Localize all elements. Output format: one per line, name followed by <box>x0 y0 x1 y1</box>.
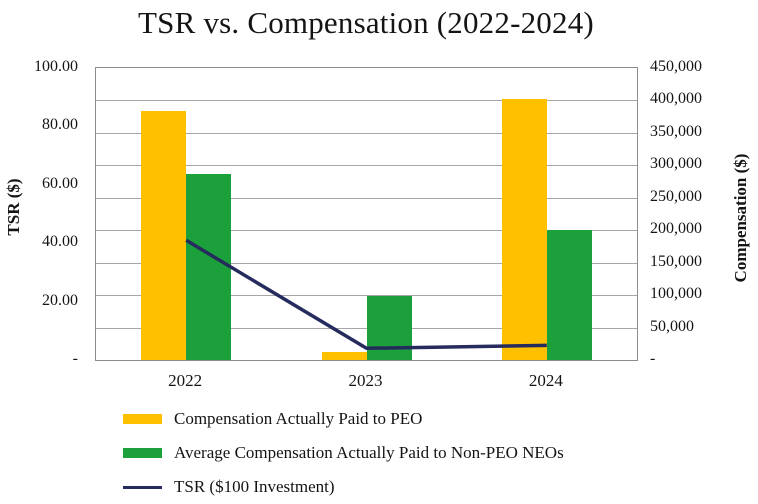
bar-2022-peo <box>141 110 187 360</box>
legend-item: TSR ($100 Investment) <box>123 470 564 504</box>
right-axis-tick-label: 100,000 <box>650 285 702 303</box>
right-axis-tick-label: 250,000 <box>650 187 702 205</box>
gridline <box>96 165 637 167</box>
gridline <box>96 230 637 232</box>
legend-item: Average Compensation Actually Paid to No… <box>123 436 564 470</box>
gridline <box>96 197 637 199</box>
bar-2024-peo <box>501 99 547 360</box>
right-axis-tick-label: 50,000 <box>650 317 694 335</box>
gridline <box>96 100 637 102</box>
tsr-line-layer <box>185 238 547 351</box>
x-axis-labels: 2022 2023 2024 <box>95 371 636 393</box>
bars-layer <box>96 68 637 360</box>
left-axis-tick-label: 100.00 <box>34 58 78 75</box>
bar-2023-peo <box>321 352 367 360</box>
x-axis-label-2023: 2023 <box>348 371 383 390</box>
right-axis-tick-label: 400,000 <box>650 90 702 108</box>
left-axis-tick-label: - <box>72 350 78 367</box>
legend-line-swatch-icon <box>123 485 162 489</box>
legend: Compensation Actually Paid to PEO Average… <box>123 402 564 504</box>
right-axis-tick-label: 450,000 <box>650 58 702 75</box>
legend-bar-swatch-icon <box>123 414 162 424</box>
legend-item: Compensation Actually Paid to PEO <box>123 402 564 436</box>
right-axis-tick-label: 150,000 <box>650 252 702 270</box>
gridline <box>96 262 637 264</box>
legend-label: Compensation Actually Paid to PEO <box>174 409 423 428</box>
bar-2024-non-peo <box>546 229 592 360</box>
right-axis-tick-label: 350,000 <box>650 122 702 140</box>
right-axis-tick-labels: 450,000 400,000 350,000 300,000 250,000 200,0… <box>650 59 754 367</box>
chart-title: TSR vs. Compensation (2022-2024) <box>138 5 594 40</box>
left-axis-tick-label: 60.00 <box>42 174 78 192</box>
right-axis-tick-label: - <box>650 350 656 367</box>
left-axis-tick-labels: 100.00 80.00 60.00 40.00 20.00 - <box>0 59 78 367</box>
gridline <box>96 295 637 297</box>
plot-area <box>95 67 638 361</box>
legend-label: TSR ($100 Investment) <box>174 477 335 496</box>
right-axis-tick-label: 300,000 <box>650 155 702 173</box>
x-axis-label-2022: 2022 <box>168 371 203 390</box>
gridline <box>96 132 637 134</box>
left-axis-tick-label: 80.00 <box>42 116 78 134</box>
right-axis-tick-label: 200,000 <box>650 220 702 238</box>
legend-label: Average Compensation Actually Paid to No… <box>174 443 564 462</box>
left-axis-tick-label: 20.00 <box>42 291 78 309</box>
tsr-line <box>185 238 547 351</box>
left-axis-tick-label: 40.00 <box>42 233 78 251</box>
x-axis-label-2024: 2024 <box>528 371 563 390</box>
legend-bar-swatch-icon <box>123 448 162 458</box>
bar-2022-non-peo <box>186 174 232 360</box>
